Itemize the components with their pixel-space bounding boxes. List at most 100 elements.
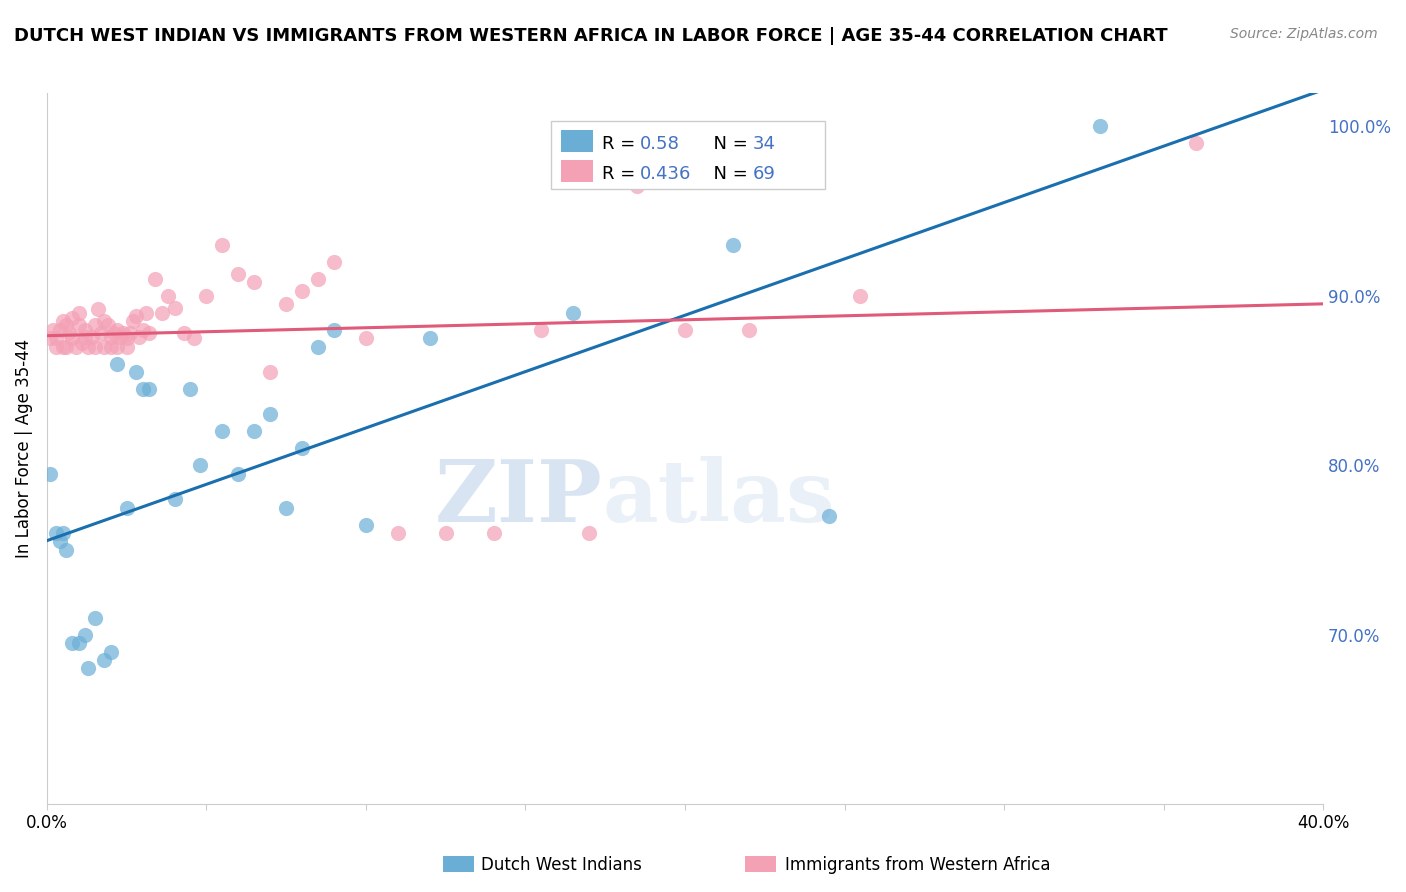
Point [387, 526, 409, 541]
Point [62, 310, 84, 325]
Point [228, 267, 250, 281]
Point [1184, 136, 1206, 151]
Point [62, 331, 84, 345]
Point [434, 526, 457, 541]
Point [323, 255, 346, 269]
Point [58, 326, 80, 340]
Point [93, 653, 115, 667]
Point [128, 329, 150, 343]
Point [721, 238, 744, 252]
Text: atlas: atlas [602, 456, 835, 540]
Point [115, 500, 138, 515]
Text: Immigrants from Western Africa: Immigrants from Western Africa [785, 856, 1050, 874]
Point [83, 610, 105, 624]
Point [93, 314, 115, 328]
Point [90, 326, 112, 340]
Point [80, 329, 103, 343]
Point [67, 306, 90, 320]
Point [93, 340, 115, 354]
Point [211, 425, 233, 439]
Text: R =: R = [602, 135, 641, 153]
Point [849, 289, 872, 303]
Text: N =: N = [702, 135, 754, 153]
Point [188, 458, 211, 473]
Point [482, 526, 505, 541]
Point [291, 284, 314, 298]
Text: ZIP: ZIP [434, 456, 602, 540]
Point [259, 365, 281, 379]
Point [100, 644, 122, 658]
Text: N =: N = [702, 165, 754, 184]
Point [75, 329, 97, 343]
Point [173, 326, 195, 340]
Point [112, 326, 135, 340]
Y-axis label: In Labor Force | Age 35-44: In Labor Force | Age 35-44 [15, 339, 32, 558]
Text: R =: R = [602, 165, 641, 184]
Point [138, 326, 160, 340]
Point [110, 329, 132, 343]
Text: 69: 69 [752, 165, 776, 184]
Point [125, 365, 148, 379]
Point [42, 323, 65, 337]
Point [211, 238, 233, 252]
Point [105, 340, 128, 354]
Point [131, 382, 153, 396]
Point [115, 340, 138, 354]
Point [150, 306, 173, 320]
Point [138, 382, 160, 396]
Text: 0.436: 0.436 [640, 165, 692, 184]
Point [45, 340, 67, 354]
Point [118, 326, 141, 340]
Text: DUTCH WEST INDIAN VS IMMIGRANTS FROM WESTERN AFRICA IN LABOR FORCE | AGE 35-44 C: DUTCH WEST INDIAN VS IMMIGRANTS FROM WES… [14, 27, 1167, 45]
FancyBboxPatch shape [561, 130, 593, 152]
FancyBboxPatch shape [561, 161, 593, 182]
Text: Dutch West Indians: Dutch West Indians [481, 856, 641, 874]
Point [62, 636, 84, 650]
Text: 0.58: 0.58 [640, 135, 681, 153]
FancyBboxPatch shape [551, 121, 825, 188]
Point [578, 526, 600, 541]
Point [55, 340, 77, 354]
Point [96, 318, 118, 332]
Point [243, 275, 266, 289]
Point [45, 331, 67, 345]
Point [323, 323, 346, 337]
Point [307, 340, 329, 354]
Point [354, 331, 377, 345]
Point [67, 636, 90, 650]
Point [135, 306, 157, 320]
Point [626, 178, 648, 193]
Point [163, 301, 186, 315]
Point [39, 331, 62, 345]
Point [243, 425, 266, 439]
Point [259, 408, 281, 422]
Point [75, 627, 97, 641]
Point [195, 289, 218, 303]
Point [530, 323, 553, 337]
Text: 34: 34 [752, 135, 776, 153]
Point [75, 323, 97, 337]
Point [45, 526, 67, 541]
Point [39, 467, 62, 481]
Point [562, 306, 585, 320]
Point [163, 492, 186, 507]
Point [105, 357, 128, 371]
Point [77, 340, 100, 354]
Point [55, 318, 77, 332]
Point [103, 326, 125, 340]
Point [125, 309, 148, 323]
Point [276, 500, 298, 515]
Point [100, 329, 122, 343]
Point [48, 534, 70, 549]
Point [291, 442, 314, 456]
Point [87, 302, 110, 317]
Point [419, 331, 441, 345]
Point [105, 323, 128, 337]
Point [70, 336, 93, 351]
Point [183, 331, 205, 345]
Point [817, 509, 839, 524]
Point [52, 526, 75, 541]
Point [52, 340, 75, 354]
Point [673, 323, 696, 337]
Point [67, 318, 90, 332]
